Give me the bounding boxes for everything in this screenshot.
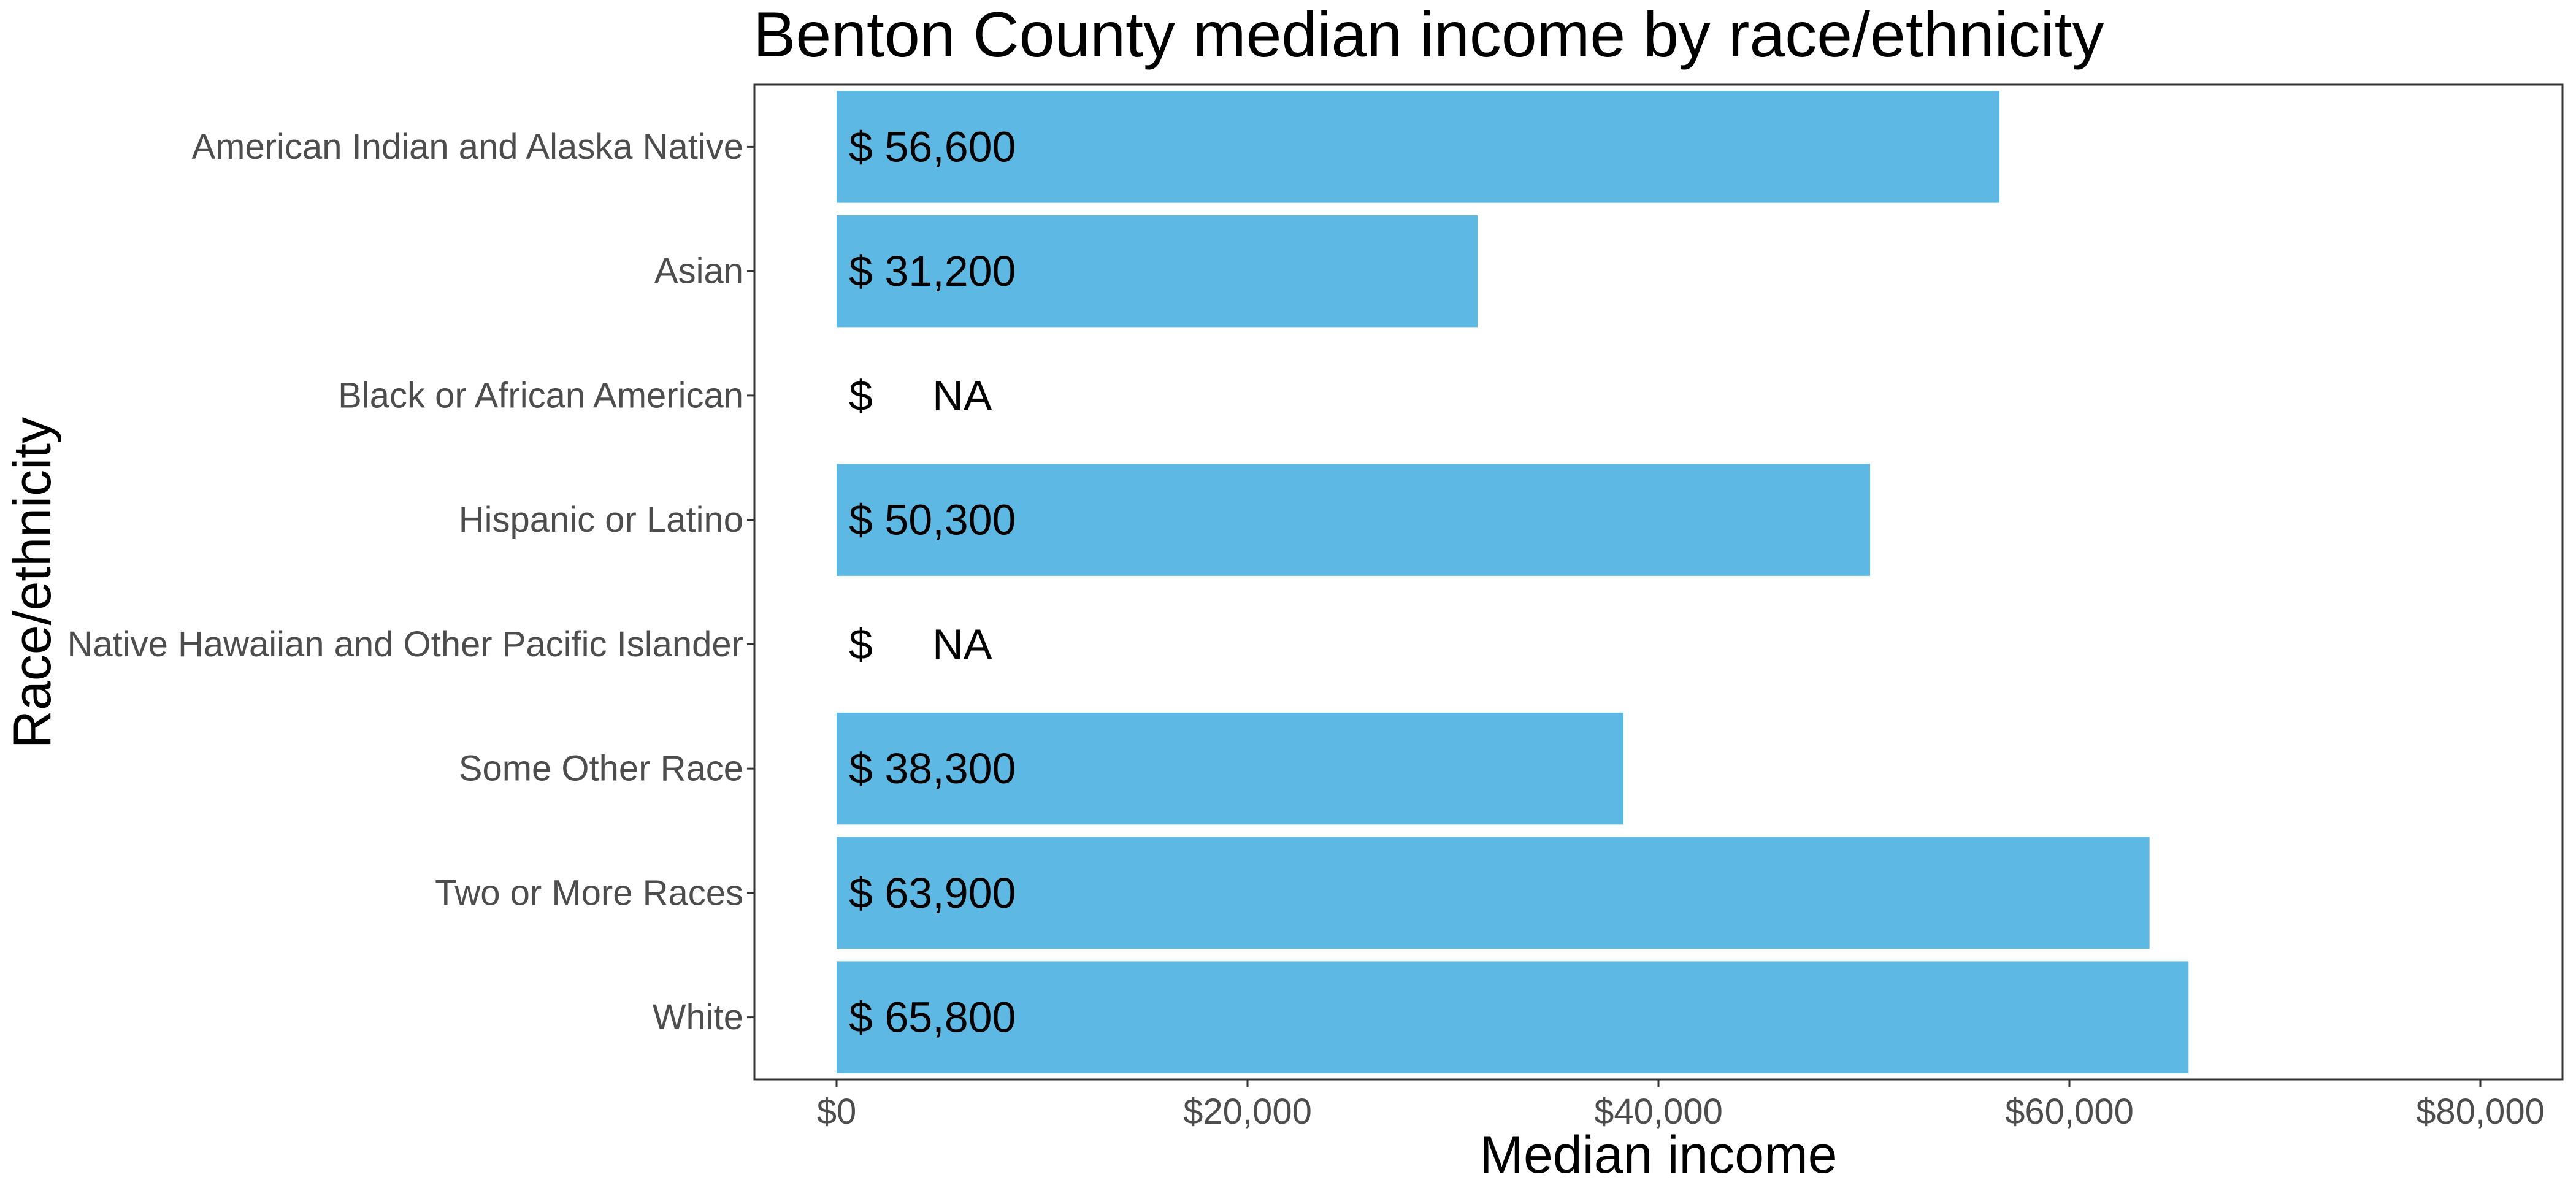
data-label-two-or-more-races: $ 63,900 [849, 869, 1016, 917]
data-label-white: $ 65,800 [849, 994, 1016, 1041]
x-tick-label-40000: $40,000 [1594, 1092, 1723, 1132]
bar-some-other-race [837, 712, 1624, 825]
y-tick-label-american-indian-and-alaska-native: American Indian and Alaska Native [191, 127, 743, 167]
x-tick-label-60000: $60,000 [2005, 1092, 2134, 1132]
data-label-some-other-race: $ 38,300 [849, 745, 1016, 792]
y-axis-ticks: American Indian and Alaska Native Asian Bl… [67, 127, 754, 1037]
y-tick-label-native-hawaiian-and-other-pacific-islander: Native Hawaiian and Other Pacific Island… [67, 624, 743, 664]
bars-group [837, 91, 2189, 1073]
x-tick-label-20000: $20,000 [1183, 1092, 1312, 1132]
bar-asian [837, 215, 1478, 328]
y-tick-label-black-or-african-american: Black or African American [338, 375, 743, 415]
bar-white [837, 961, 2189, 1073]
data-label-asian: $ 31,200 [849, 247, 1016, 295]
bar-american-indian-and-alaska-native [837, 91, 2000, 203]
data-label-black-or-african-american: $ NA [849, 372, 992, 420]
data-labels-group: $ 56,600 $ 31,200 $ NA $ 50,300 $ NA $ 38,300… [849, 123, 1016, 1041]
y-axis-title: Race/ethnicity [3, 417, 62, 748]
x-axis-ticks: $0 $20,000 $40,000 $60,000 $80,000 [817, 1079, 2545, 1132]
bar-two-or-more-races [837, 837, 2150, 949]
data-label-native-hawaiian-and-other-pacific-islander: $ NA [849, 620, 992, 668]
chart-title: Benton County median income by race/ethn… [753, 0, 2104, 71]
x-tick-label-80000: $80,000 [2416, 1092, 2545, 1132]
y-tick-label-white: White [653, 997, 743, 1037]
bar-hispanic-or-latino [837, 464, 1871, 576]
data-label-hispanic-or-latino: $ 50,300 [849, 496, 1016, 544]
x-tick-label-0: $0 [817, 1092, 857, 1132]
y-tick-label-two-or-more-races: Two or More Races [435, 873, 743, 913]
y-tick-label-hispanic-or-latino: Hispanic or Latino [459, 500, 743, 540]
y-tick-label-some-other-race: Some Other Race [459, 749, 743, 789]
data-label-american-indian-and-alaska-native: $ 56,600 [849, 123, 1016, 171]
y-tick-label-asian: Asian [654, 251, 743, 291]
x-axis-title: Median income [1479, 1125, 1837, 1184]
